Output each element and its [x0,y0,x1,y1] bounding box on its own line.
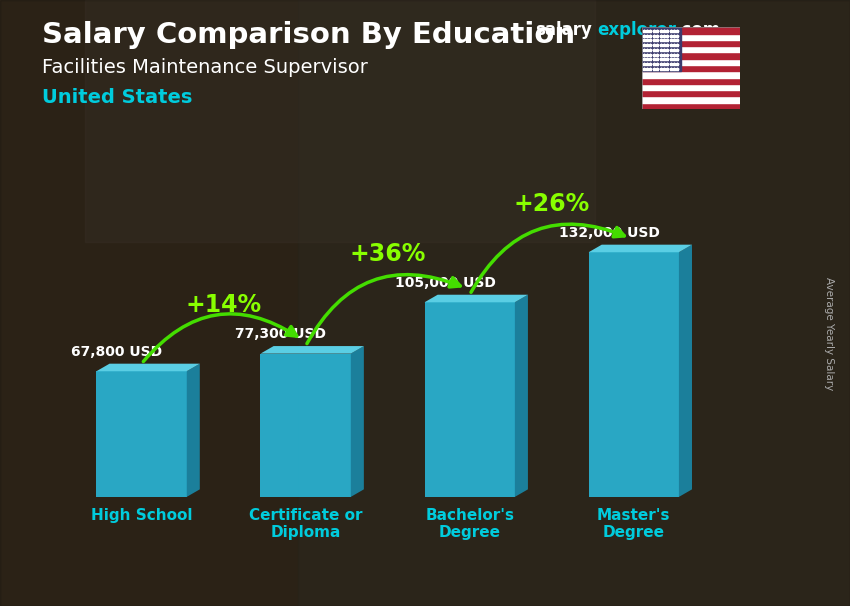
Text: 77,300 USD: 77,300 USD [235,327,326,341]
Polygon shape [588,252,679,497]
Text: United States: United States [42,88,193,107]
Bar [642,53,740,59]
Polygon shape [96,371,187,497]
Text: Facilities Maintenance Supervisor: Facilities Maintenance Supervisor [42,58,368,76]
Text: 132,000 USD: 132,000 USD [558,226,660,240]
Polygon shape [96,364,200,371]
Polygon shape [351,346,364,497]
Bar [642,40,740,46]
Text: +26%: +26% [513,191,590,216]
Polygon shape [260,354,351,497]
Text: salary: salary [536,21,592,39]
Text: Salary Comparison By Education: Salary Comparison By Education [42,21,575,49]
Polygon shape [679,245,692,497]
Text: 67,800 USD: 67,800 USD [71,345,162,359]
Bar [642,33,740,40]
Bar [642,27,681,72]
Bar [642,78,740,84]
Text: explorer: explorer [598,21,677,39]
Bar [642,46,740,53]
Polygon shape [515,295,528,497]
Text: +36%: +36% [349,242,426,266]
Bar [642,59,740,65]
Text: .com: .com [676,21,721,39]
Text: Average Yearly Salary: Average Yearly Salary [824,277,834,390]
Bar [642,65,740,72]
Bar [298,0,850,606]
Polygon shape [588,245,692,252]
Bar [642,72,740,78]
Bar [642,96,740,103]
Text: 105,000 USD: 105,000 USD [394,276,496,290]
Polygon shape [424,302,515,497]
Polygon shape [187,364,200,497]
Text: +14%: +14% [185,293,262,317]
Bar [85,0,595,242]
Bar [642,84,740,90]
Bar [0,0,298,606]
Bar [642,27,740,33]
Bar [642,90,740,96]
Bar [642,103,740,109]
Polygon shape [260,346,364,354]
Polygon shape [424,295,528,302]
